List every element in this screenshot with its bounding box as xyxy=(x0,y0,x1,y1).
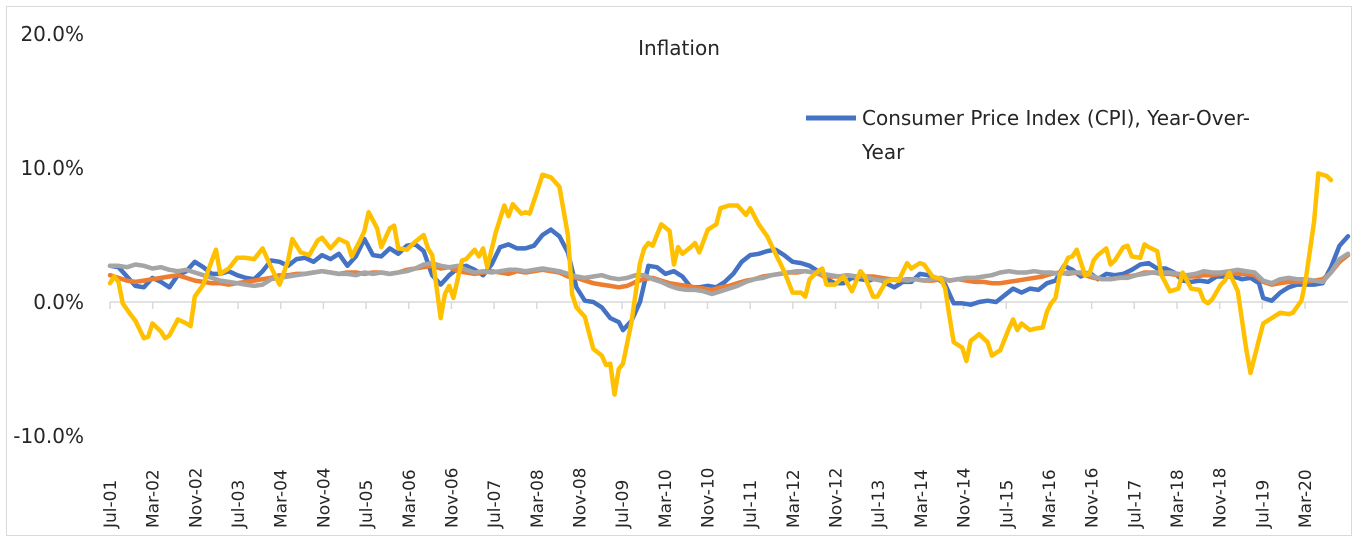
x-tick-label: Nov-04 xyxy=(314,468,334,529)
x-tick-label: Mar-12 xyxy=(784,469,804,528)
x-axis: Jul-01 Mar-02 Nov-02 Jul-03 Mar-04 Nov-04 Jul-… xyxy=(101,301,1348,529)
x-tick-label: Mar-06 xyxy=(400,469,420,528)
y-tick-label: -10.0% xyxy=(13,424,84,448)
x-tick-label: Jul-03 xyxy=(229,480,249,529)
y-tick-label: 10.0% xyxy=(20,156,84,180)
x-tick-label: Nov-02 xyxy=(186,468,206,529)
x-tick-label: Nov-14 xyxy=(955,468,975,529)
legend-label-line1: Consumer Price Index (CPI), Year-Over- xyxy=(862,106,1250,130)
x-tick-label: Jul-09 xyxy=(613,480,633,529)
x-tick-label: Nov-06 xyxy=(442,468,462,529)
x-tick-label: Jul-15 xyxy=(997,480,1017,529)
series-line-4 xyxy=(107,171,1334,397)
x-tick-label: Mar-20 xyxy=(1296,469,1316,528)
x-tick-label: Jul-07 xyxy=(485,480,505,529)
x-tick-label: Mar-16 xyxy=(1040,469,1060,528)
x-tick-label: Mar-18 xyxy=(1168,469,1188,528)
legend: Consumer Price Index (CPI), Year-Over- Y… xyxy=(806,106,1250,164)
y-axis: 20.0% 10.0% 0.0% -10.0% xyxy=(13,22,84,448)
x-tick-label: Mar-10 xyxy=(656,469,676,528)
x-tick-label: Jul-13 xyxy=(869,480,889,529)
x-tick-label: Nov-18 xyxy=(1211,468,1231,529)
x-tick-label: Mar-02 xyxy=(144,469,164,528)
x-tick-label: Jul-11 xyxy=(741,480,761,529)
x-tick-label: Jul-05 xyxy=(357,480,377,529)
x-tick-label: Mar-08 xyxy=(528,469,548,528)
x-tick-label: Nov-08 xyxy=(570,468,590,529)
series-line-1 xyxy=(107,227,1351,333)
series-line-3 xyxy=(107,251,1351,297)
y-tick-label: 20.0% xyxy=(20,22,84,46)
series-lines xyxy=(107,171,1351,397)
legend-label-line2: Year xyxy=(861,140,905,164)
chart-title: Inflation xyxy=(638,36,720,60)
x-tick-label: Jul-01 xyxy=(101,480,121,529)
x-tick-label: Mar-14 xyxy=(912,469,932,528)
x-tick-label: Jul-17 xyxy=(1125,480,1145,529)
x-tick-label: Nov-10 xyxy=(699,468,719,529)
x-tick-label: Jul-19 xyxy=(1253,480,1273,529)
x-tick-label: Nov-16 xyxy=(1083,468,1103,529)
y-tick-label: 0.0% xyxy=(33,290,84,314)
x-tick-label: Nov-12 xyxy=(827,468,847,529)
x-tick-label: Mar-04 xyxy=(272,469,292,528)
